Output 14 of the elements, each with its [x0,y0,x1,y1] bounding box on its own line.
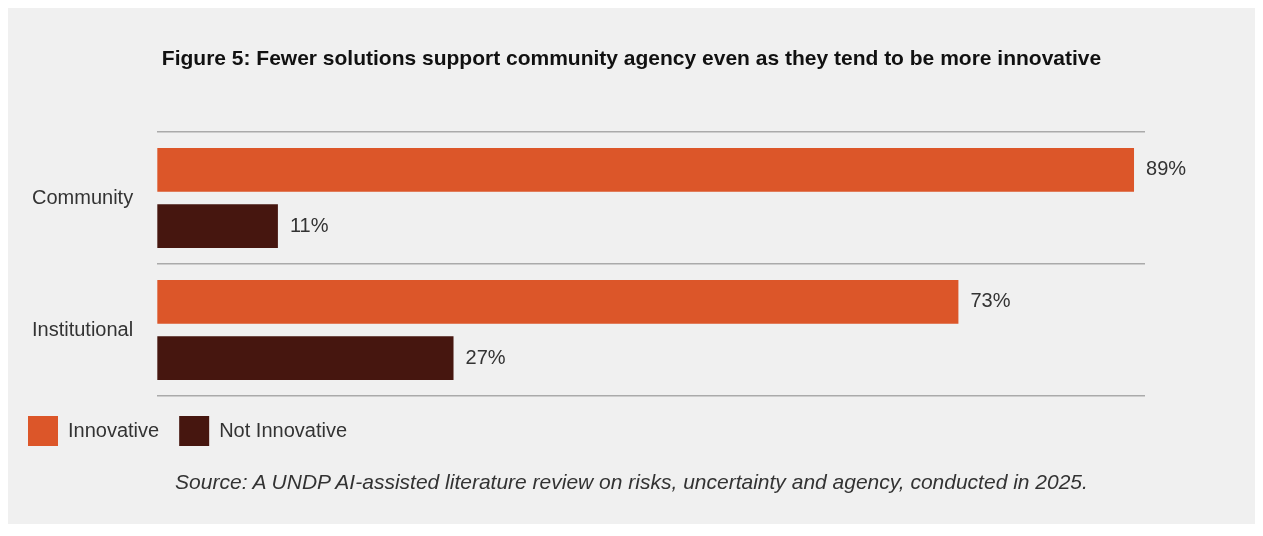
bar [157,280,959,324]
y-tick-label: Institutional [32,317,134,340]
bar [157,204,278,248]
data-label: 27% [465,345,506,368]
data-label: 73% [970,289,1011,312]
data-label: 89% [1146,157,1187,180]
bar [157,148,1135,192]
legend-label: Not Innovative [219,418,348,441]
y-tick-label: Community [32,185,134,208]
legend-label: Innovative [68,418,160,441]
bar [157,336,454,380]
source-note: Source: A UNDP AI-assisted literature review on risks, uncertainty and agency, conducted in 2025. [174,469,1089,495]
chart-title: Figure 5: Fewer solutions support community agency even as they tend to be more innovative [160,45,1103,71]
data-label: 11% [289,213,329,236]
